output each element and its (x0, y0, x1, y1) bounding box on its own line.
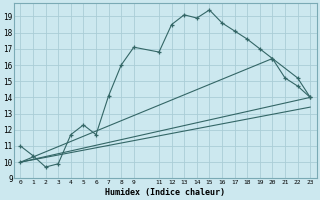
X-axis label: Humidex (Indice chaleur): Humidex (Indice chaleur) (105, 188, 225, 197)
